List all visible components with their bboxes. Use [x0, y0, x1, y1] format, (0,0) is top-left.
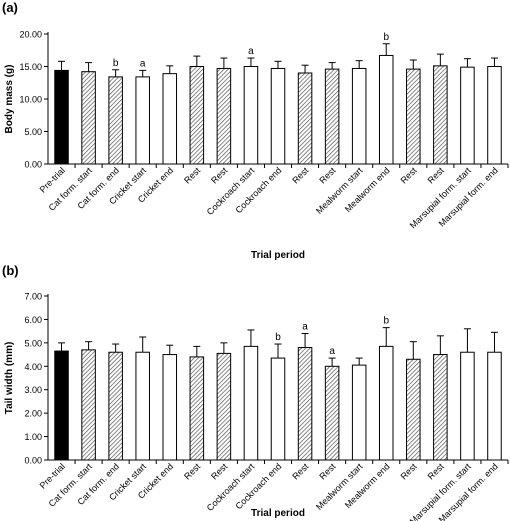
y-axis-label: Tail width (mm) [4, 342, 15, 415]
significance-letter: b [383, 32, 389, 43]
bar [406, 358, 421, 461]
bar [297, 347, 313, 461]
bar [189, 66, 205, 165]
panel-label: (a) [2, 0, 18, 15]
x-tick-label: Rest [182, 165, 203, 186]
y-tick-label: 2.00 [24, 409, 42, 419]
bar [297, 72, 313, 165]
x-tick-label: Rest [182, 461, 203, 482]
x-tick-label: Rest [426, 461, 447, 482]
bar [54, 350, 69, 461]
x-tick-label: Rest [426, 165, 447, 186]
y-tick-label: 0.00 [24, 160, 42, 170]
significance-letter: b [113, 58, 119, 69]
y-tick-label: 0.00 [24, 456, 42, 466]
chart-panel-b: (b) Tail width (mm) 0.00 1.00 2.00 3.00 4.00 5.… [2, 263, 509, 521]
y-axis-label: Body mass (g) [4, 65, 15, 134]
bar [460, 66, 475, 165]
significance-letter: b [275, 332, 281, 343]
bar [487, 66, 502, 165]
x-tick-label: Rest [209, 461, 230, 482]
bar [324, 68, 340, 165]
bar [351, 67, 367, 165]
x-tick-label: Rest [290, 461, 311, 482]
significance-letter: b [383, 316, 389, 327]
y-tick-label: 5.00 [24, 338, 42, 348]
bar [135, 76, 150, 165]
bar [433, 65, 448, 165]
bar [433, 354, 448, 461]
panel-label: (b) [2, 263, 19, 278]
x-tick-label: Mealworm start [314, 461, 365, 512]
bar [189, 356, 205, 461]
bar [162, 354, 178, 461]
bar [351, 364, 367, 461]
bar [378, 54, 394, 165]
x-tick-label: Cockroach start [205, 461, 257, 513]
bar [378, 345, 394, 461]
bar [81, 71, 96, 165]
x-tick-label: Rest [209, 165, 230, 186]
bar [324, 365, 340, 461]
bar [81, 349, 96, 461]
y-tick-label: 1.00 [24, 432, 42, 442]
significance-letter: a [140, 58, 146, 69]
y-tick-label: 20.00 [19, 30, 42, 40]
x-tick-label: Rest [399, 165, 420, 186]
y-tick-label: 15.00 [19, 62, 42, 72]
significance-letter: a [329, 346, 335, 357]
y-tick-label: 10.00 [19, 95, 42, 105]
chart-panel-a: (a)Body mass (g)0.005.0010.0015.0020.00P… [2, 0, 509, 261]
bar [162, 73, 178, 165]
bar [270, 357, 286, 461]
bar [270, 67, 286, 165]
bar [216, 352, 232, 461]
bar [243, 345, 259, 461]
bar [406, 68, 421, 165]
x-tick-label: Rest [317, 461, 338, 482]
bar [108, 351, 123, 461]
x-tick-label: Rest [399, 461, 420, 482]
bar [487, 351, 502, 461]
bar [216, 67, 232, 165]
bar [243, 66, 259, 165]
bar [135, 351, 150, 461]
y-tick-label: 6.00 [24, 315, 42, 325]
y-tick-label: 3.00 [24, 385, 42, 395]
y-tick-label: 4.00 [24, 362, 42, 372]
x-axis-label: Trial period [251, 250, 305, 261]
significance-letter: a [248, 46, 254, 57]
x-tick-label: Rest [317, 165, 338, 186]
y-tick-label: 5.00 [24, 127, 42, 137]
x-tick-label: Mealworm start [314, 165, 365, 216]
x-tick-label: Cockroach start [205, 165, 257, 217]
bar [108, 76, 123, 165]
x-tick-label: Rest [290, 165, 311, 186]
y-tick-label: 7.00 [24, 292, 42, 302]
bar [54, 69, 69, 165]
x-axis-label: Trial period [251, 508, 305, 519]
significance-letter: a [302, 321, 308, 332]
bar [460, 351, 475, 461]
